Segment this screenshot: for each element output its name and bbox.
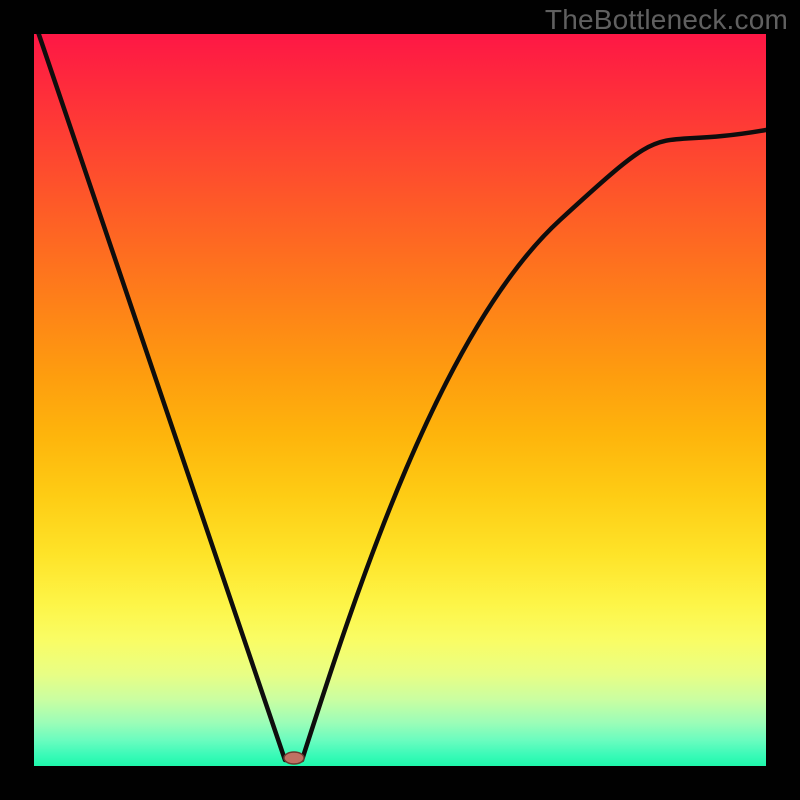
chart-frame: TheBottleneck.com xyxy=(0,0,800,800)
curve-minimum-marker xyxy=(284,752,304,764)
watermark-text: TheBottleneck.com xyxy=(545,4,788,36)
bottleneck-curve-chart xyxy=(0,0,800,800)
